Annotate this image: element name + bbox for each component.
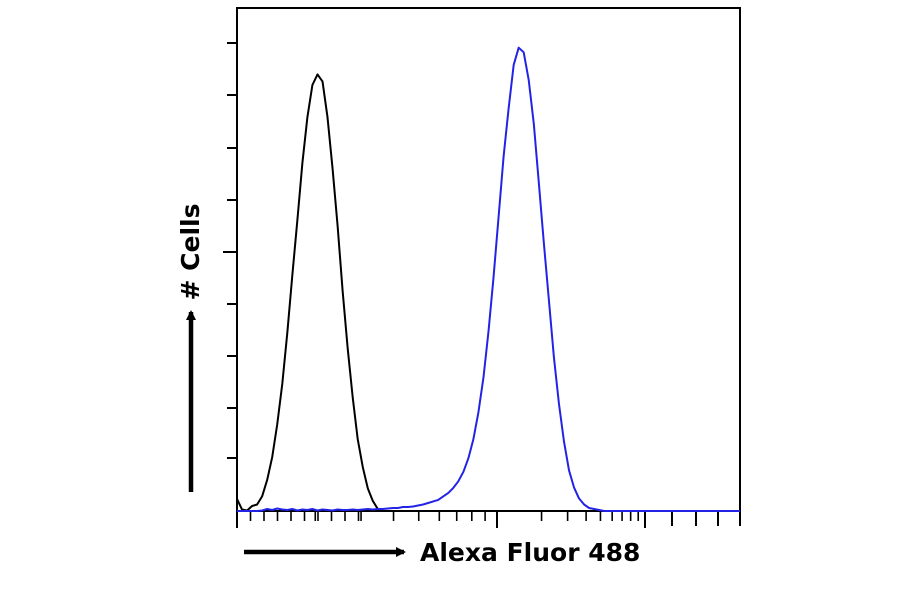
histogram-series-1 bbox=[236, 73, 740, 512]
histogram-series-2 bbox=[237, 46, 740, 512]
x-axis-label: Alexa Fluor 488 bbox=[420, 538, 640, 567]
series-layer bbox=[236, 46, 740, 512]
y-axis-label: # Cells bbox=[176, 204, 205, 301]
x-axis-ticks bbox=[236, 511, 741, 528]
y-axis-ticks bbox=[223, 42, 237, 459]
